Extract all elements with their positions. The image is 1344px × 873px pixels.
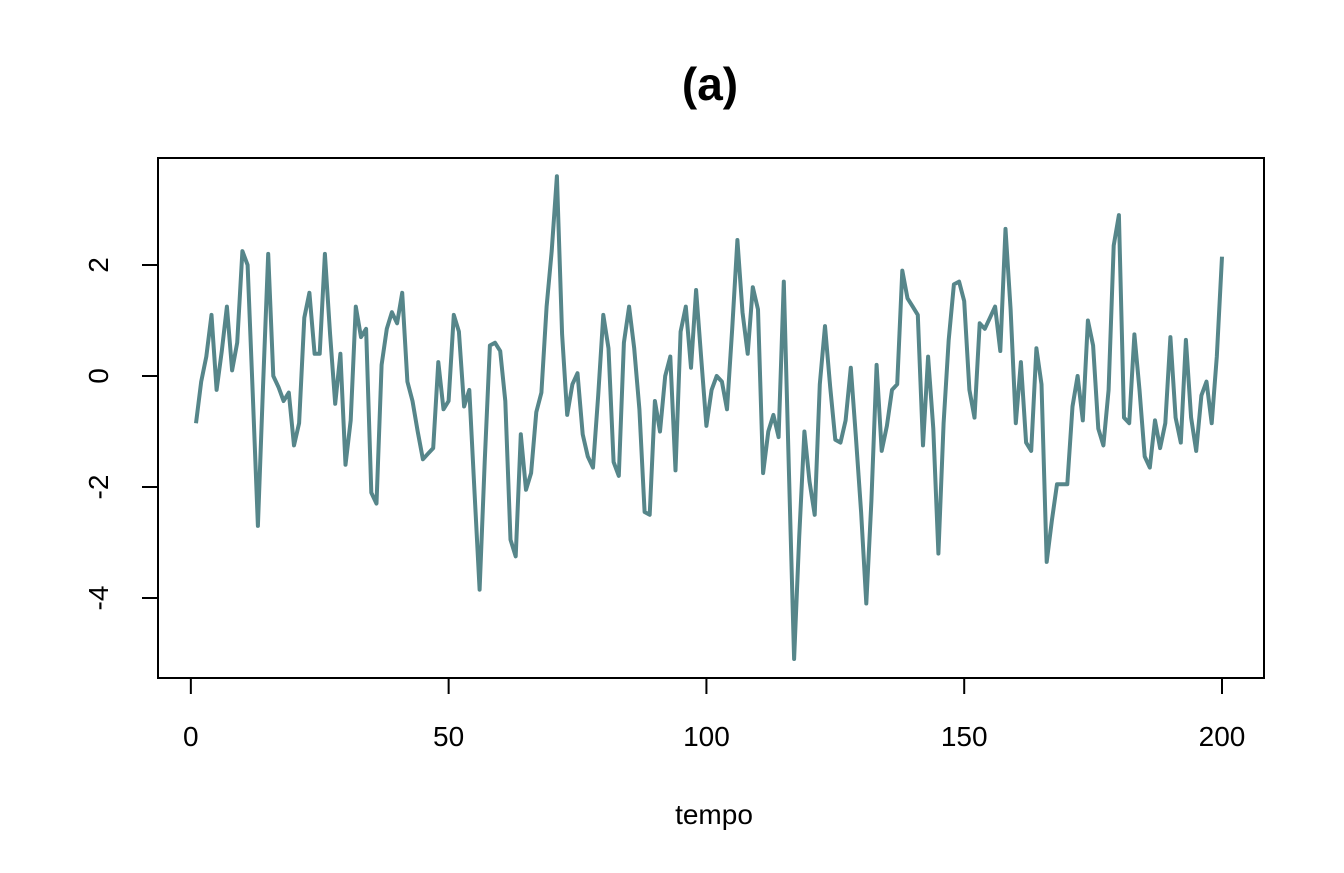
y-axis: -4 -2 0 2 <box>83 257 159 611</box>
x-axis: 0 50 100 150 200 <box>183 677 1246 752</box>
x-tick-label: 0 <box>183 721 199 752</box>
x-axis-label: tempo <box>675 799 753 830</box>
y-tick-label: -4 <box>83 586 114 611</box>
y-tick-label: 0 <box>83 368 114 384</box>
x-tick-label: 200 <box>1199 721 1246 752</box>
series-line <box>194 174 1224 661</box>
x-tick-label: 150 <box>941 721 988 752</box>
chart-title: (a) <box>682 58 738 110</box>
x-tick-label: 50 <box>433 721 464 752</box>
y-tick-label: -2 <box>83 475 114 500</box>
y-tick-label: 2 <box>83 257 114 273</box>
x-tick-label: 100 <box>683 721 730 752</box>
